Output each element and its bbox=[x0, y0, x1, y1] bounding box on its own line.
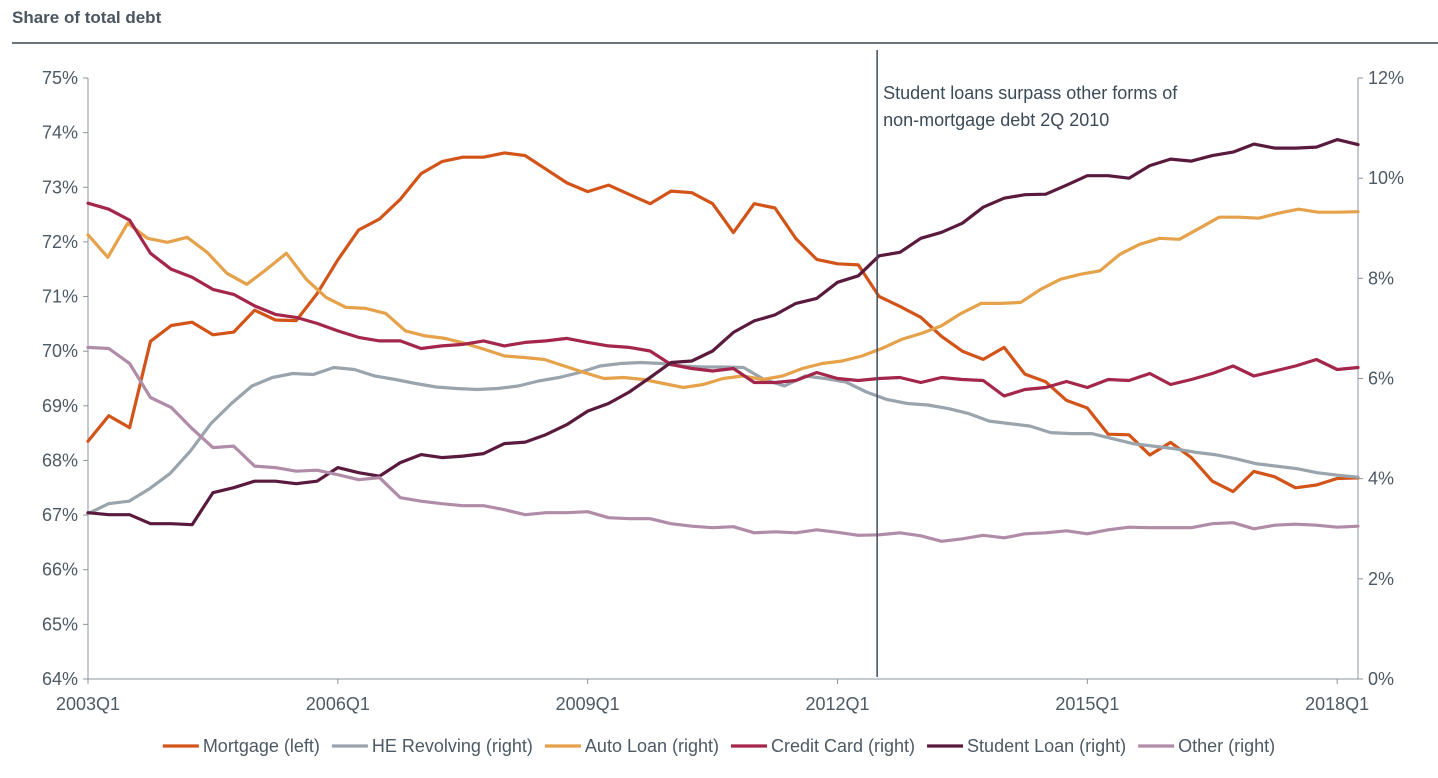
right-tick-label: 2% bbox=[1368, 569, 1394, 589]
legend-label-mortgage: Mortgage (left) bbox=[203, 736, 320, 756]
left-tick-label: 75% bbox=[42, 68, 78, 88]
series-line-auto-loan bbox=[86, 207, 1360, 390]
left-tick-label: 64% bbox=[42, 669, 78, 689]
x-tick-label: 2015Q1 bbox=[1055, 694, 1119, 714]
x-tick-label: 2003Q1 bbox=[56, 694, 120, 714]
chart-title: Share of total debt bbox=[12, 8, 162, 27]
right-tick-label: 4% bbox=[1368, 469, 1394, 489]
series-line-credit-card bbox=[86, 201, 1360, 398]
right-tick-label: 0% bbox=[1368, 669, 1394, 689]
annotation-text: non-mortgage debt 2Q 2010 bbox=[883, 110, 1109, 130]
series-lines bbox=[86, 138, 1360, 543]
legend-label-other: Other (right) bbox=[1178, 736, 1275, 756]
right-tick-label: 12% bbox=[1368, 68, 1404, 88]
left-tick-label: 67% bbox=[42, 505, 78, 525]
legend: Mortgage (left) HE Revolving (right) Auto … bbox=[162, 736, 1275, 756]
x-tick-label: 2006Q1 bbox=[306, 694, 370, 714]
right-tick-label: 10% bbox=[1368, 168, 1404, 188]
axes: 64% 65% 66% 67% 68% 69% 70% 71% 72% 73% 74% 75% 0% 2%… bbox=[42, 68, 1404, 714]
x-tick-label: 2018Q1 bbox=[1305, 694, 1369, 714]
x-tick-label: 2009Q1 bbox=[556, 694, 620, 714]
series-line-student-loan bbox=[86, 138, 1360, 527]
right-tick-label: 8% bbox=[1368, 268, 1394, 288]
left-tick-label: 71% bbox=[42, 287, 78, 307]
series-line-he-revolving bbox=[86, 360, 1360, 516]
series-line-other bbox=[86, 345, 1360, 543]
left-tick-label: 69% bbox=[42, 396, 78, 416]
annotation: Student loans surpass other forms of non-… bbox=[876, 50, 1178, 677]
left-tick-label: 65% bbox=[42, 614, 78, 634]
left-tick-label: 70% bbox=[42, 341, 78, 361]
legend-label-auto-loan: Auto Loan (right) bbox=[585, 736, 719, 756]
annotation-text: Student loans surpass other forms of bbox=[883, 83, 1178, 103]
series-line-mortgage bbox=[86, 151, 1360, 494]
left-tick-label: 73% bbox=[42, 177, 78, 197]
legend-label-he-revolving: HE Revolving (right) bbox=[372, 736, 533, 756]
x-tick-label: 2012Q1 bbox=[805, 694, 869, 714]
left-tick-label: 68% bbox=[42, 450, 78, 470]
right-tick-label: 6% bbox=[1368, 369, 1394, 389]
left-tick-label: 74% bbox=[42, 123, 78, 143]
legend-label-credit-card: Credit Card (right) bbox=[771, 736, 915, 756]
left-tick-label: 66% bbox=[42, 560, 78, 580]
legend-label-student-loan: Student Loan (right) bbox=[967, 736, 1126, 756]
title-underline bbox=[12, 42, 1438, 44]
left-tick-label: 72% bbox=[42, 232, 78, 252]
